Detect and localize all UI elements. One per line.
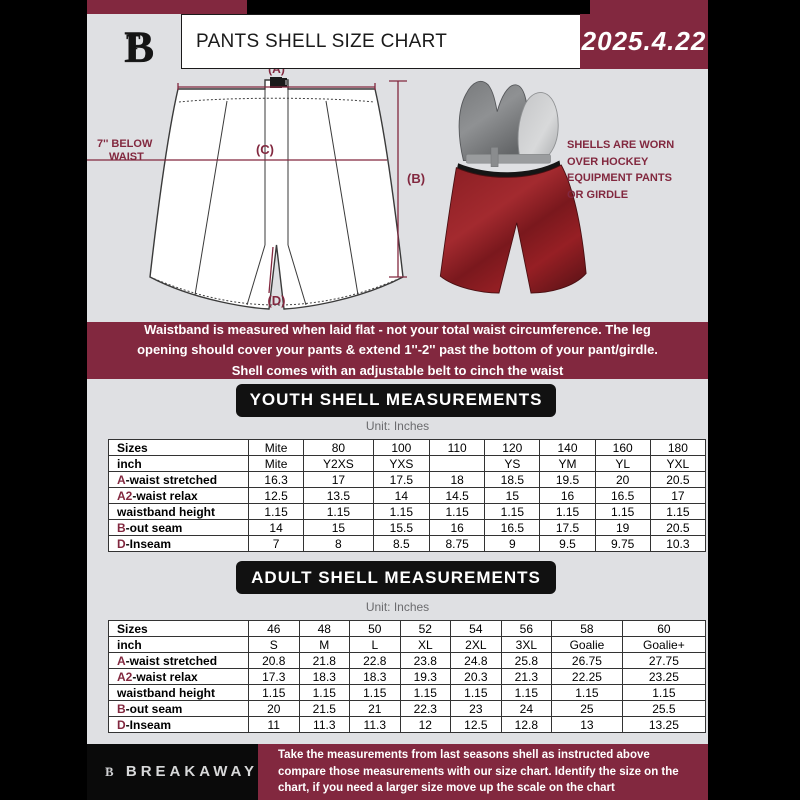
svg-text:(D): (D) — [267, 293, 285, 308]
svg-text:WAIST: WAIST — [109, 151, 144, 163]
svg-text:(B): (B) — [407, 171, 425, 186]
svg-text:T: T — [126, 31, 140, 54]
svg-text:(A): (A) — [268, 69, 285, 76]
svg-text:7'' BELOW: 7'' BELOW — [97, 138, 153, 150]
svg-text:(C): (C) — [256, 142, 274, 157]
svg-text:T: T — [106, 768, 110, 774]
